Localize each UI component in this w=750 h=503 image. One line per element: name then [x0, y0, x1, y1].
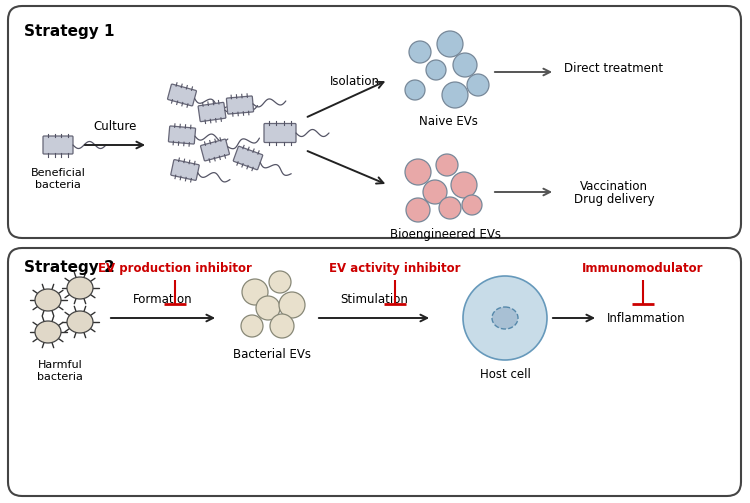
Text: EV production inhibitor: EV production inhibitor [98, 262, 252, 275]
Ellipse shape [492, 307, 518, 329]
Circle shape [256, 296, 280, 320]
Circle shape [241, 315, 263, 337]
Text: Culture: Culture [93, 120, 136, 133]
FancyBboxPatch shape [198, 103, 226, 122]
Circle shape [442, 82, 468, 108]
FancyBboxPatch shape [8, 6, 741, 238]
Text: Drug delivery: Drug delivery [574, 194, 654, 207]
Ellipse shape [35, 321, 61, 343]
Circle shape [269, 271, 291, 293]
Circle shape [406, 198, 430, 222]
Circle shape [242, 279, 268, 305]
Circle shape [426, 60, 446, 80]
Text: Isolation: Isolation [330, 75, 380, 88]
FancyBboxPatch shape [171, 159, 200, 181]
Text: EV activity inhibitor: EV activity inhibitor [329, 262, 460, 275]
Circle shape [439, 197, 461, 219]
Circle shape [405, 159, 431, 185]
Ellipse shape [67, 311, 93, 333]
Text: Stimulation: Stimulation [340, 293, 408, 306]
Text: Strategy 1: Strategy 1 [24, 24, 115, 39]
Circle shape [270, 314, 294, 338]
FancyBboxPatch shape [200, 139, 230, 161]
Text: Naive EVs: Naive EVs [419, 115, 478, 128]
Circle shape [423, 180, 447, 204]
Text: Bacterial EVs: Bacterial EVs [233, 348, 311, 361]
Text: Direct treatment: Direct treatment [565, 61, 664, 74]
FancyBboxPatch shape [8, 248, 741, 496]
Text: Harmful: Harmful [38, 360, 82, 370]
Circle shape [462, 195, 482, 215]
Circle shape [437, 31, 463, 57]
Text: Strategy 2: Strategy 2 [24, 260, 115, 275]
Text: Host cell: Host cell [479, 368, 530, 381]
Circle shape [451, 172, 477, 198]
Circle shape [453, 53, 477, 77]
Circle shape [279, 292, 305, 318]
Circle shape [405, 80, 425, 100]
FancyBboxPatch shape [167, 84, 196, 106]
FancyBboxPatch shape [226, 96, 254, 114]
Circle shape [463, 276, 547, 360]
Text: bacteria: bacteria [37, 372, 83, 382]
FancyBboxPatch shape [264, 124, 296, 142]
Circle shape [436, 154, 458, 176]
FancyBboxPatch shape [43, 136, 73, 154]
Circle shape [467, 74, 489, 96]
FancyBboxPatch shape [169, 126, 196, 144]
Text: Vaccination: Vaccination [580, 180, 648, 193]
Text: Inflammation: Inflammation [607, 311, 686, 324]
Text: Bioengineered EVs: Bioengineered EVs [389, 228, 500, 241]
Ellipse shape [67, 277, 93, 299]
Text: Formation: Formation [134, 293, 193, 306]
Circle shape [409, 41, 431, 63]
Text: Beneficial: Beneficial [31, 168, 86, 178]
Ellipse shape [35, 289, 61, 311]
Text: Immunomodulator: Immunomodulator [582, 262, 704, 275]
FancyBboxPatch shape [233, 146, 262, 170]
Text: bacteria: bacteria [35, 180, 81, 190]
